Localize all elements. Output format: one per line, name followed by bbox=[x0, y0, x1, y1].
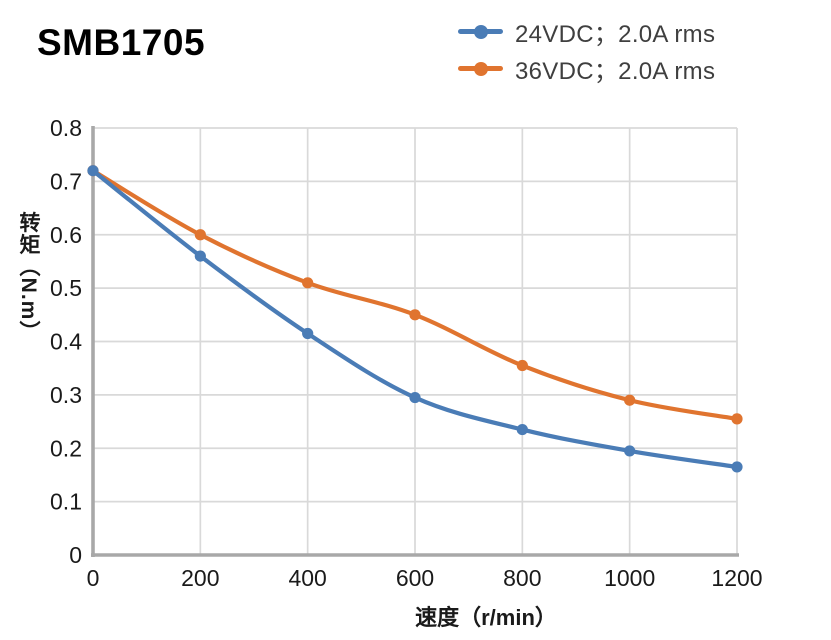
y-tick-label: 0.1 bbox=[50, 489, 82, 515]
y-tick-label: 0.6 bbox=[50, 222, 82, 248]
y-tick-label: 0.2 bbox=[50, 435, 82, 461]
data-point-24vdc bbox=[194, 250, 206, 262]
x-axis-title: 速度（r/min） bbox=[415, 605, 557, 630]
data-point-36vdc bbox=[409, 309, 421, 321]
x-tick-label: 0 bbox=[87, 565, 100, 591]
y-tick-label: 0.5 bbox=[50, 275, 82, 301]
legend-line-marker-icon bbox=[458, 24, 503, 39]
legend: 24VDC；2.0A rms 36VDC；2.0A rms bbox=[458, 13, 715, 87]
data-point-24vdc bbox=[409, 391, 421, 404]
data-point-36vdc bbox=[731, 413, 743, 425]
x-tick-label: 400 bbox=[288, 565, 326, 591]
x-tick-label: 800 bbox=[503, 565, 541, 591]
y-tick-label: 0.7 bbox=[50, 168, 82, 194]
data-point-24vdc bbox=[731, 461, 743, 473]
y-axis-title: 转矩（N.m） bbox=[17, 211, 40, 343]
data-point-24vdc bbox=[624, 445, 636, 457]
legend-label-24vdc: 24VDC；2.0A rms bbox=[515, 21, 716, 48]
data-point-36vdc bbox=[194, 229, 206, 241]
y-tick-label: 0.4 bbox=[50, 329, 82, 355]
y-tick-label: 0.3 bbox=[50, 382, 82, 408]
data-point-36vdc bbox=[516, 359, 528, 372]
y-tick-label: 0.8 bbox=[50, 115, 82, 141]
data-point-24vdc bbox=[87, 165, 99, 177]
legend-line-marker-icon bbox=[458, 61, 503, 76]
legend-dot bbox=[473, 24, 488, 39]
data-point-24vdc bbox=[516, 423, 528, 436]
x-tick-label: 1200 bbox=[711, 565, 762, 591]
legend-dot bbox=[473, 61, 488, 76]
data-point-24vdc bbox=[302, 327, 314, 340]
legend-item-24vdc: 24VDC；2.0A rms bbox=[458, 13, 715, 50]
y-tick-label: 0 bbox=[69, 542, 82, 568]
x-tick-label: 1000 bbox=[604, 565, 655, 591]
data-point-36vdc bbox=[302, 277, 314, 289]
legend-item-36vdc: 36VDC；2.0A rms bbox=[458, 50, 715, 87]
chart-title: SMB1705 bbox=[37, 22, 206, 63]
data-point-36vdc bbox=[624, 394, 636, 406]
legend-label-36vdc: 36VDC；2.0A rms bbox=[515, 58, 716, 85]
x-tick-label: 200 bbox=[181, 565, 219, 591]
x-tick-label: 600 bbox=[396, 565, 434, 591]
grid bbox=[92, 127, 738, 556]
